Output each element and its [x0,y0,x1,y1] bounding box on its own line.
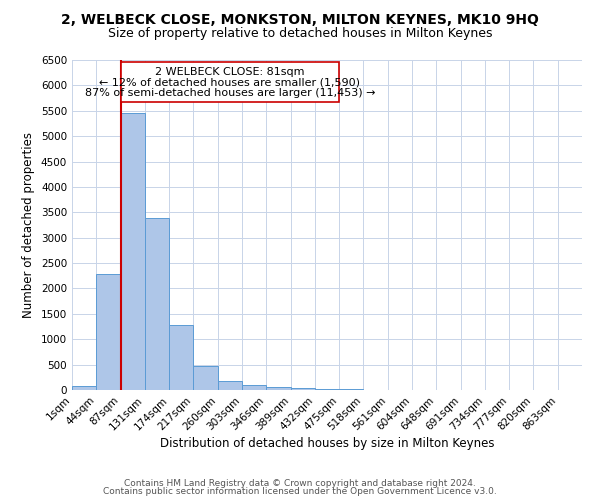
Bar [218,381,242,390]
Bar [290,388,315,390]
Bar [121,62,339,102]
Bar [315,389,339,390]
Text: Contains HM Land Registry data © Crown copyright and database right 2024.: Contains HM Land Registry data © Crown c… [124,478,476,488]
Text: 87% of semi-detached houses are larger (11,453) →: 87% of semi-detached houses are larger (… [85,88,375,98]
Bar [96,274,121,390]
Bar [193,366,218,390]
Text: Contains public sector information licensed under the Open Government Licence v3: Contains public sector information licen… [103,487,497,496]
Bar [72,386,96,390]
Text: Size of property relative to detached houses in Milton Keynes: Size of property relative to detached ho… [108,28,492,40]
Bar [121,114,145,390]
Bar [145,218,169,390]
X-axis label: Distribution of detached houses by size in Milton Keynes: Distribution of detached houses by size … [160,438,494,450]
Bar [242,384,266,390]
Text: 2, WELBECK CLOSE, MONKSTON, MILTON KEYNES, MK10 9HQ: 2, WELBECK CLOSE, MONKSTON, MILTON KEYNE… [61,12,539,26]
Text: ← 12% of detached houses are smaller (1,590): ← 12% of detached houses are smaller (1,… [100,78,361,88]
Bar [266,388,290,390]
Y-axis label: Number of detached properties: Number of detached properties [22,132,35,318]
Text: 2 WELBECK CLOSE: 81sqm: 2 WELBECK CLOSE: 81sqm [155,66,305,76]
Bar [169,324,193,390]
